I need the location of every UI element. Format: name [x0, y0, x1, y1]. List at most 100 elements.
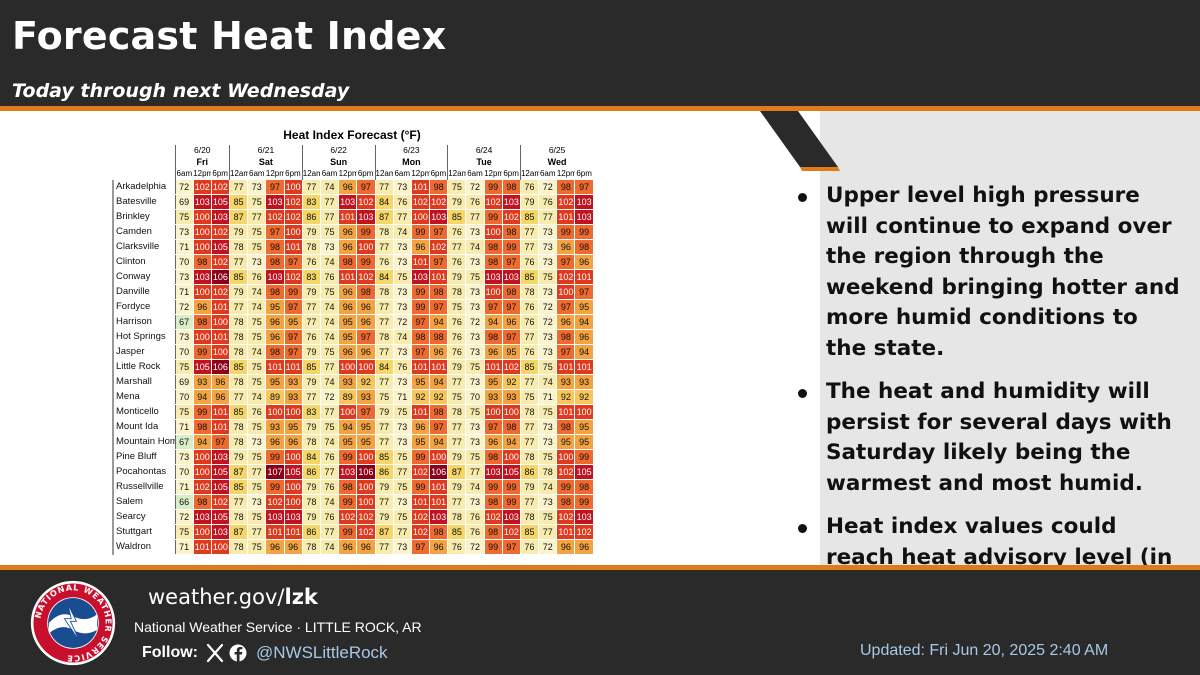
heat-index-cell: 77 — [320, 524, 340, 540]
heat-index-cell: 103 — [411, 269, 431, 285]
city-label: Arkadelphia — [112, 180, 175, 195]
city-label: Camden — [112, 224, 175, 240]
heat-index-cell: 74 — [320, 539, 340, 555]
heat-index-cell: 73 — [393, 419, 412, 435]
heat-index-cell: 102 — [484, 194, 503, 210]
heat-index-cell: 71 — [174, 419, 194, 435]
heat-index-cell: 83 — [301, 269, 321, 285]
heat-index-cell: 101 — [574, 359, 594, 375]
time-label: 6am — [174, 168, 194, 180]
city-label: Danville — [112, 284, 175, 300]
heat-index-cell: 99 — [356, 224, 376, 240]
heat-index-cell: 98 — [265, 344, 285, 360]
heat-index-cell: 95 — [411, 434, 431, 450]
heat-index-cell: 73 — [538, 419, 558, 435]
city-label: Waldron — [112, 539, 175, 555]
heat-index-cell: 75 — [447, 299, 467, 315]
heat-index-cell: 77 — [320, 464, 340, 480]
heat-index-cell: 99 — [411, 479, 431, 495]
heat-index-cell: 102 — [556, 194, 576, 210]
heat-index-cell: 89 — [265, 389, 285, 405]
heat-index-cell: 99 — [356, 254, 376, 270]
heat-index-cell: 75 — [174, 404, 194, 420]
heat-index-cell: 95 — [502, 344, 521, 360]
heat-index-cell: 77 — [374, 180, 394, 195]
heat-index-cell: 77 — [247, 464, 267, 480]
facebook-icon[interactable] — [229, 644, 247, 663]
heat-index-cell: 78 — [374, 329, 394, 345]
time-label: 6pm — [576, 169, 592, 178]
heat-index-cell: 100 — [502, 404, 521, 420]
heat-index-cell: 93 — [284, 374, 303, 390]
heat-index-cell: 79 — [301, 344, 321, 360]
heat-index-cell: 98 — [484, 524, 503, 540]
heat-index-cell: 99 — [502, 494, 521, 510]
heat-index-cell: 72 — [320, 389, 340, 405]
twitter-handle-link[interactable]: @NWSLittleRock — [256, 643, 388, 662]
heat-index-cell: 102 — [411, 524, 431, 540]
heat-index-cell: 78 — [301, 539, 321, 555]
heat-index-cell: 105 — [211, 509, 231, 525]
heat-index-cell: 76 — [447, 254, 467, 270]
heat-index-cell: 77 — [465, 209, 485, 225]
heat-index-cell: 73 — [393, 299, 412, 315]
heat-index-cell: 72 — [538, 539, 558, 555]
heat-index-cell: 99 — [284, 284, 303, 300]
heat-index-cell: 79 — [229, 224, 249, 240]
heat-index-cell: 100 — [338, 359, 358, 375]
heat-index-cell: 75 — [247, 539, 267, 555]
heat-index-cell: 78 — [229, 344, 249, 360]
heat-index-cell: 102 — [502, 209, 521, 225]
heat-index-cell: 75 — [247, 194, 267, 210]
table-row: Arkadelphia 72 102 102 77 73 97 100 77 74 96 97 77 73… — [112, 180, 594, 195]
heat-index-cell: 96 — [338, 344, 358, 360]
heat-index-cell: 70 — [174, 344, 194, 360]
heat-index-cell: 97 — [356, 180, 376, 195]
heat-index-cell: 96 — [356, 344, 376, 360]
day-name: Tue — [447, 156, 521, 168]
website-link[interactable]: weather.gov/lzk — [148, 585, 318, 609]
heat-index-cell: 79 — [301, 419, 321, 435]
heat-index-cell: 73 — [465, 224, 485, 240]
heat-index-cell: 100 — [193, 224, 212, 240]
heat-index-cell: 94 — [193, 434, 212, 450]
heat-index-cell: 71 — [174, 239, 194, 255]
heat-index-cell: 72 — [174, 509, 194, 525]
heat-index-cell: 99 — [484, 209, 503, 225]
heat-index-cell: 99 — [502, 479, 521, 495]
city-label: Mena — [112, 389, 175, 405]
heat-index-cell: 77 — [374, 239, 394, 255]
day-date: 6/21 — [229, 145, 303, 156]
heat-index-cell: 73 — [247, 180, 267, 195]
table-row: Danville 71 100 102 79 74 98 99 79 75 96 98 78 73 99 98… — [112, 284, 594, 300]
heat-index-cell: 101 — [556, 359, 576, 375]
table-row: Little Rock 75 105 106 85 75 101 101 85 77 100 100 8… — [112, 359, 594, 375]
heat-index-cell: 77 — [519, 374, 540, 390]
table-row: Marshall 69 93 96 78 75 95 93 79 74 93 92 77 73 95 94 77… — [112, 374, 594, 390]
heat-index-cell: 77 — [465, 464, 485, 480]
heat-index-cell: 94 — [338, 419, 358, 435]
heat-index-cell: 74 — [320, 180, 340, 195]
heat-index-cell: 85 — [519, 524, 540, 540]
heat-index-cell: 99 — [556, 224, 576, 240]
heat-index-cell: 96 — [356, 299, 376, 315]
heat-index-cell: 75 — [174, 209, 194, 225]
heat-index-cell: 99 — [193, 344, 212, 360]
heat-index-cell: 95 — [284, 419, 303, 435]
heat-index-cell: 96 — [484, 344, 503, 360]
heat-index-cell: 94 — [429, 374, 449, 390]
heat-index-cell: 73 — [465, 284, 485, 300]
heat-index-cell: 100 — [484, 284, 503, 300]
heat-index-cell: 77 — [301, 389, 321, 405]
x-icon[interactable] — [206, 643, 224, 663]
heat-index-cell: 74 — [247, 344, 267, 360]
heat-index-cell: 72 — [174, 180, 194, 195]
city-label: Marshall — [112, 374, 175, 390]
heat-index-cell: 75 — [247, 314, 267, 330]
heat-index-cell: 102 — [211, 254, 231, 270]
heat-index-cell: 95 — [574, 299, 594, 315]
table-row: Pine Bluff 73 100 103 79 75 99 100 84 76 99 100 85 75… — [112, 449, 594, 465]
city-label: Clinton — [112, 254, 175, 270]
heat-index-cell: 103 — [429, 209, 449, 225]
heat-index-cell: 71 — [538, 389, 558, 405]
